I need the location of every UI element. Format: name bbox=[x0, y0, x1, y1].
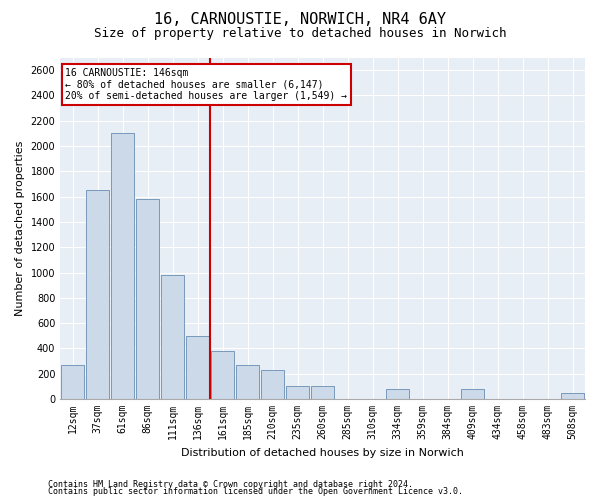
Text: 16, CARNOUSTIE, NORWICH, NR4 6AY: 16, CARNOUSTIE, NORWICH, NR4 6AY bbox=[154, 12, 446, 28]
X-axis label: Distribution of detached houses by size in Norwich: Distribution of detached houses by size … bbox=[181, 448, 464, 458]
Bar bbox=[111, 134, 134, 399]
Y-axis label: Number of detached properties: Number of detached properties bbox=[15, 140, 25, 316]
Bar bbox=[186, 336, 209, 399]
Text: Contains public sector information licensed under the Open Government Licence v3: Contains public sector information licen… bbox=[48, 487, 463, 496]
Bar bbox=[261, 370, 284, 399]
Bar bbox=[236, 365, 259, 399]
Bar bbox=[161, 275, 184, 399]
Bar bbox=[561, 392, 584, 399]
Bar bbox=[136, 199, 159, 399]
Bar bbox=[311, 386, 334, 399]
Text: Contains HM Land Registry data © Crown copyright and database right 2024.: Contains HM Land Registry data © Crown c… bbox=[48, 480, 413, 489]
Bar bbox=[286, 386, 309, 399]
Bar bbox=[61, 365, 84, 399]
Bar bbox=[211, 351, 234, 399]
Text: 16 CARNOUSTIE: 146sqm
← 80% of detached houses are smaller (6,147)
20% of semi-d: 16 CARNOUSTIE: 146sqm ← 80% of detached … bbox=[65, 68, 347, 101]
Bar bbox=[86, 190, 109, 399]
Bar bbox=[386, 389, 409, 399]
Text: Size of property relative to detached houses in Norwich: Size of property relative to detached ho… bbox=[94, 28, 506, 40]
Bar bbox=[461, 389, 484, 399]
